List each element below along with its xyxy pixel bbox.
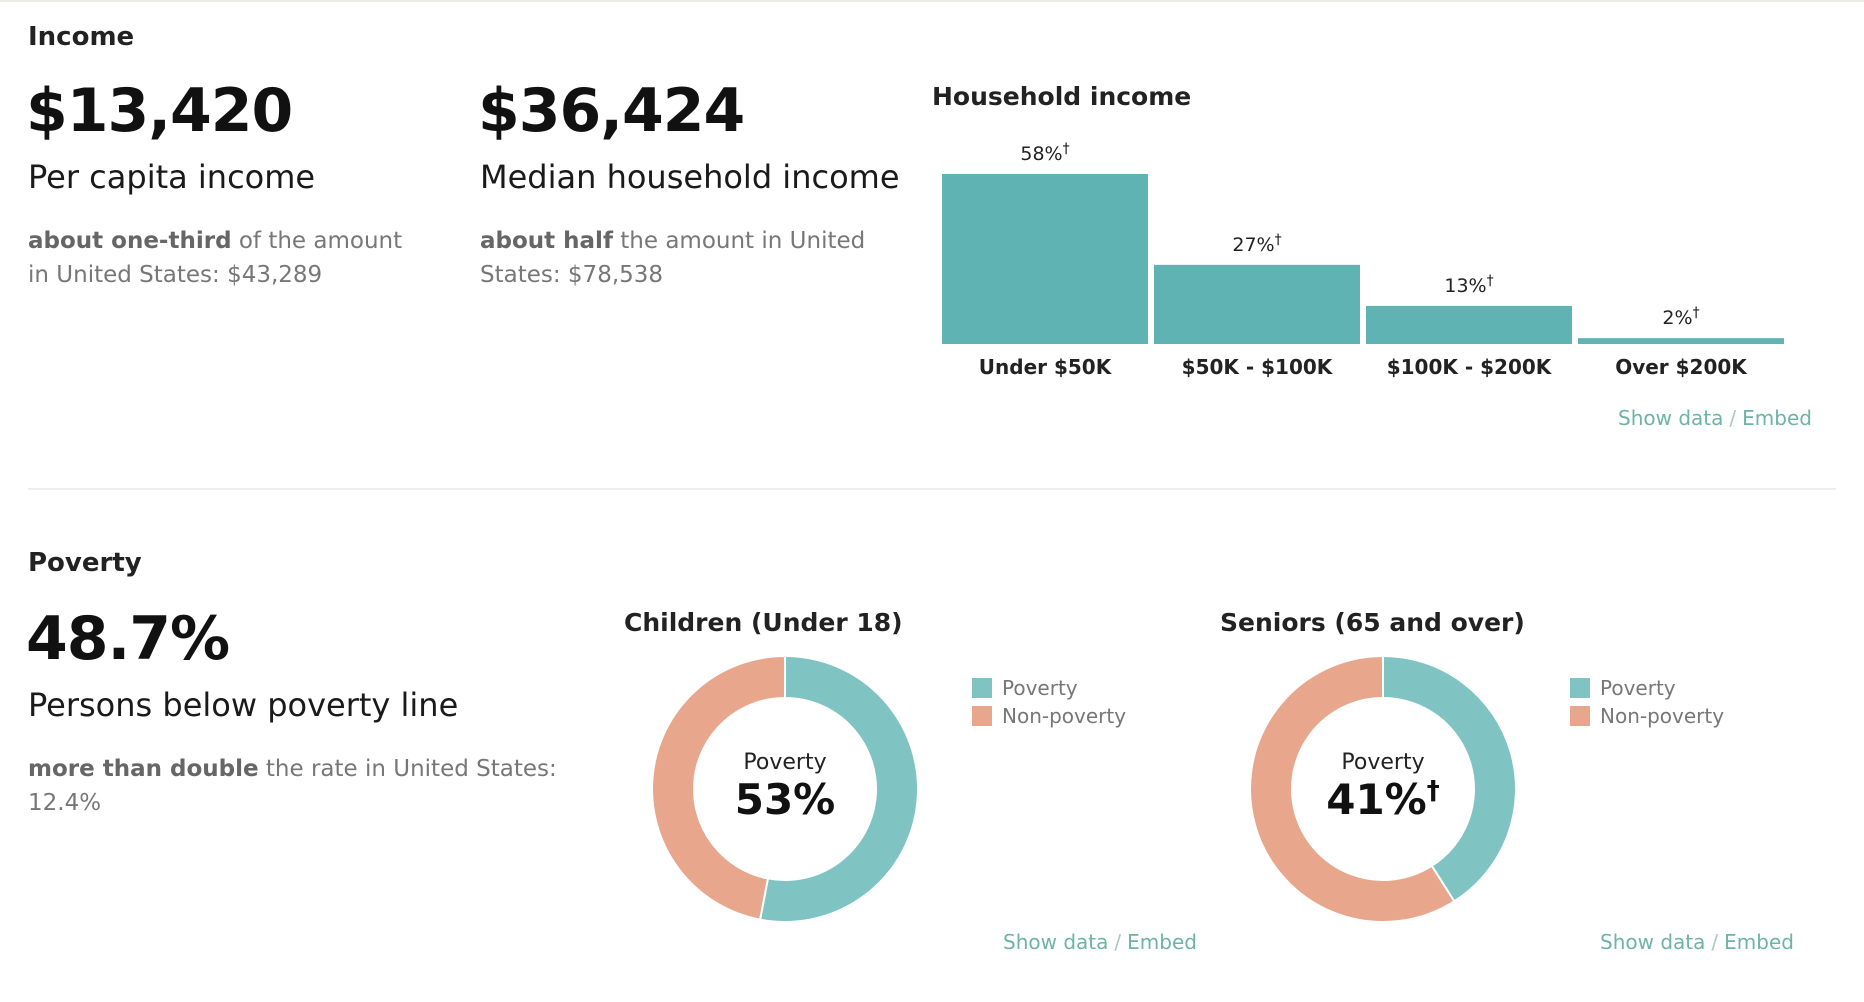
bar-value-label: 27%† (1232, 232, 1281, 256)
children-donut-center: Poverty 53% (685, 750, 885, 824)
poverty-note: more than double the rate in United Stat… (28, 752, 588, 820)
show-data-link[interactable]: Show data (1600, 930, 1706, 954)
section-divider (28, 488, 1836, 490)
median-household-income-label: Median household income (480, 158, 900, 196)
children-poverty-donut (651, 654, 919, 923)
children-links: Show data / Embed (1003, 930, 1197, 954)
poverty-rate-label: Persons below poverty line (28, 686, 459, 724)
median-note-bold: about half (480, 228, 613, 254)
bar-category-label: Over $200K (1615, 355, 1748, 379)
seniors-links: Show data / Embed (1600, 930, 1794, 954)
bar-value-mark: † (1063, 141, 1070, 157)
legend-swatch-poverty (1570, 678, 1590, 698)
household-income-chart-title: Household income (932, 82, 1192, 111)
seniors-center-value: 41%† (1283, 775, 1483, 824)
donut-slice-non-poverty (1249, 654, 1456, 923)
seniors-donut-center: Poverty 41%† (1283, 750, 1483, 824)
seniors-center-number: 41% (1326, 775, 1427, 824)
bar-category-label: $100K - $200K (1387, 355, 1553, 379)
top-border (0, 0, 1864, 2)
legend-label: Poverty (1600, 676, 1676, 700)
per-capita-note-text: of the amount in United States: $43,289 (28, 228, 403, 288)
legend-label: Non-poverty (1600, 704, 1725, 728)
bar-value-mark: † (1275, 232, 1282, 248)
bar-category-label: Under $50K (979, 355, 1113, 379)
children-chart-title: Children (Under 18) (624, 608, 903, 637)
bar-3 (1578, 338, 1784, 344)
bar-2 (1366, 305, 1572, 344)
bar-0 (942, 174, 1148, 344)
link-separator: / (1114, 930, 1122, 954)
bar-value-label: 13%† (1444, 273, 1493, 297)
poverty-note-text: the rate in United States: 12.4% (28, 756, 557, 816)
bar-value-label: 2%† (1662, 305, 1699, 329)
link-separator: / (1729, 406, 1737, 430)
legend-swatch-non-poverty (972, 706, 992, 726)
income-section-title: Income (28, 22, 135, 52)
per-capita-note-bold: about one-third (28, 228, 232, 254)
bar-value-mark: † (1693, 305, 1700, 321)
embed-link[interactable]: Embed (1742, 406, 1812, 430)
seniors-legend-non-poverty: Non-poverty (1570, 704, 1724, 728)
link-separator: / (1711, 930, 1719, 954)
poverty-section-title: Poverty (28, 548, 142, 578)
donut-slice-non-poverty (651, 654, 786, 921)
per-capita-income-value: $13,420 (26, 76, 293, 146)
legend-label: Poverty (1002, 676, 1078, 700)
seniors-center-label: Poverty (1341, 750, 1425, 775)
bar-1 (1154, 264, 1360, 344)
donut-slice-poverty (1382, 654, 1517, 903)
seniors-legend-poverty: Poverty (1570, 676, 1676, 700)
seniors-chart-title: Seniors (65 and over) (1220, 608, 1525, 637)
bar-category-label: $50K - $100K (1182, 355, 1334, 379)
children-center-value: 53% (734, 775, 836, 824)
show-data-link[interactable]: Show data (1618, 406, 1724, 430)
children-legend-poverty: Poverty (972, 676, 1078, 700)
median-note-text: the amount in United States: $78,538 (480, 228, 866, 288)
bar-value-label: 58%† (1020, 141, 1069, 165)
median-income-note: about half the amount in United States: … (480, 224, 880, 292)
embed-link[interactable]: Embed (1127, 930, 1197, 954)
bar-value-mark: † (1487, 273, 1494, 289)
seniors-center-mark: † (1426, 776, 1440, 806)
children-center-label: Poverty (743, 750, 827, 775)
per-capita-income-note: about one-third of the amount in United … (28, 224, 428, 292)
embed-link[interactable]: Embed (1724, 930, 1794, 954)
legend-swatch-non-poverty (1570, 706, 1590, 726)
per-capita-income-label: Per capita income (28, 158, 316, 196)
poverty-note-bold: more than double (28, 756, 259, 782)
children-legend-non-poverty: Non-poverty (972, 704, 1126, 728)
household-income-links: Show data / Embed (1618, 406, 1812, 430)
median-household-income-value: $36,424 (478, 76, 745, 146)
donut-slice-poverty (758, 654, 919, 923)
seniors-poverty-donut (1249, 654, 1517, 923)
show-data-link[interactable]: Show data (1003, 930, 1109, 954)
legend-swatch-poverty (972, 678, 992, 698)
legend-label: Non-poverty (1002, 704, 1127, 728)
poverty-rate-value: 48.7% (26, 604, 230, 674)
household-income-bar-chart: 58%† Under $50K 27%† $50K - $100K 13%† $100K … (942, 141, 1784, 379)
